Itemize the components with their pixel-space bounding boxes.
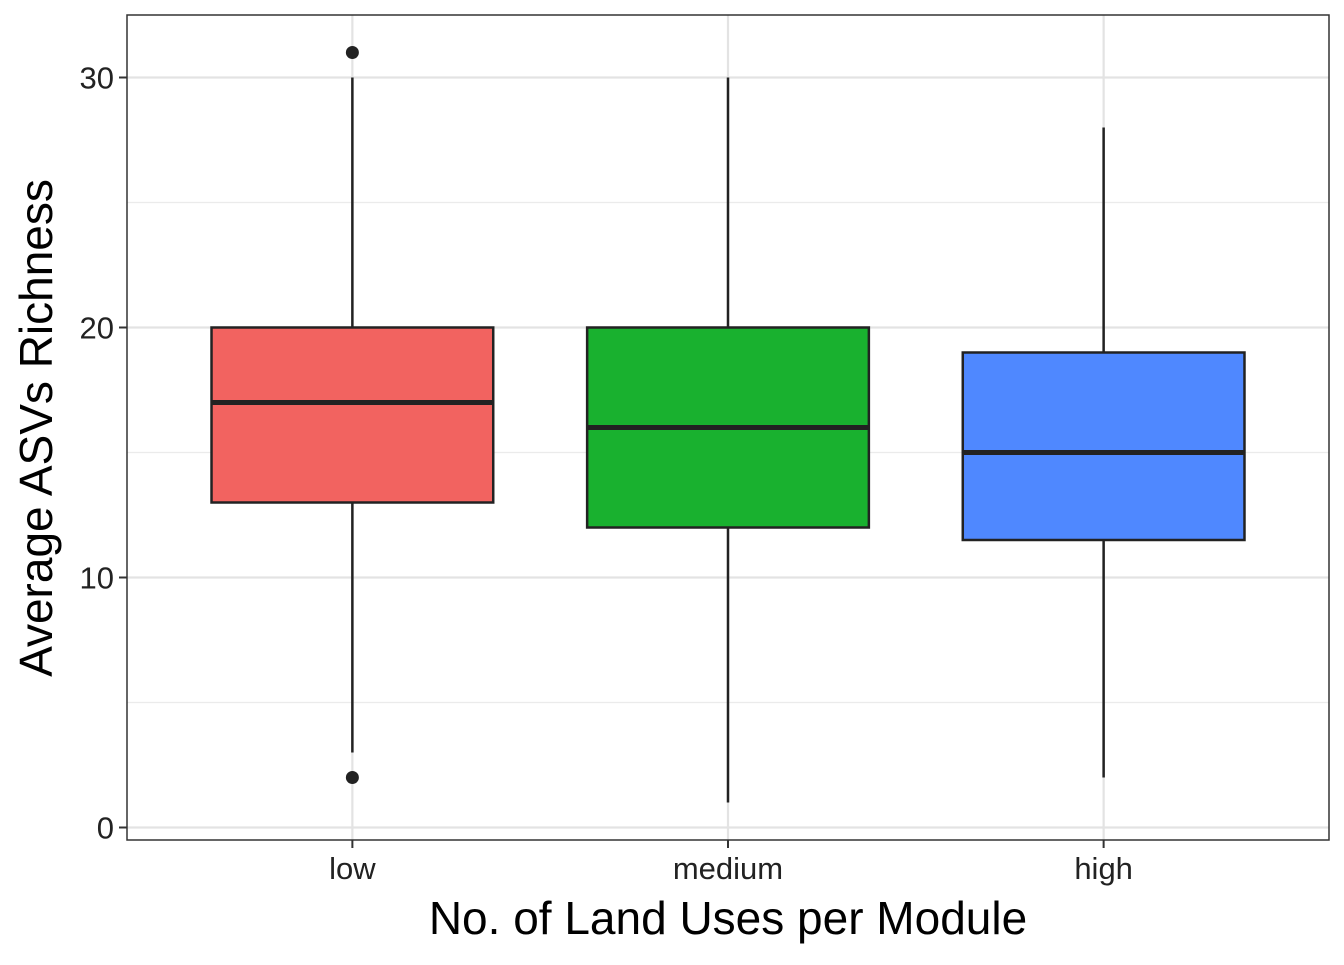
y-tick-label: 30 [80, 61, 114, 96]
outlier-point [345, 771, 359, 784]
box-layer [210, 46, 1246, 803]
y-tick-label: 20 [80, 311, 114, 346]
x-tick-label: high [1074, 851, 1133, 886]
x-tick-label: low [329, 851, 376, 886]
box-group-medium [585, 77, 871, 803]
outlier-point [345, 46, 359, 59]
y-tick-label: 0 [97, 811, 114, 846]
x-tick-label: medium [673, 851, 783, 886]
y-tick-label: 10 [80, 561, 114, 596]
box-low [210, 326, 495, 504]
box-high [961, 351, 1246, 542]
y-axis-title: Average ASVs Richness [10, 179, 62, 677]
axis-layer: 0 10 20 30 low medium high [80, 61, 1133, 887]
box-group-low [210, 46, 495, 784]
box-group-high [961, 127, 1246, 778]
x-axis-title: No. of Land Uses per Module [429, 892, 1027, 944]
